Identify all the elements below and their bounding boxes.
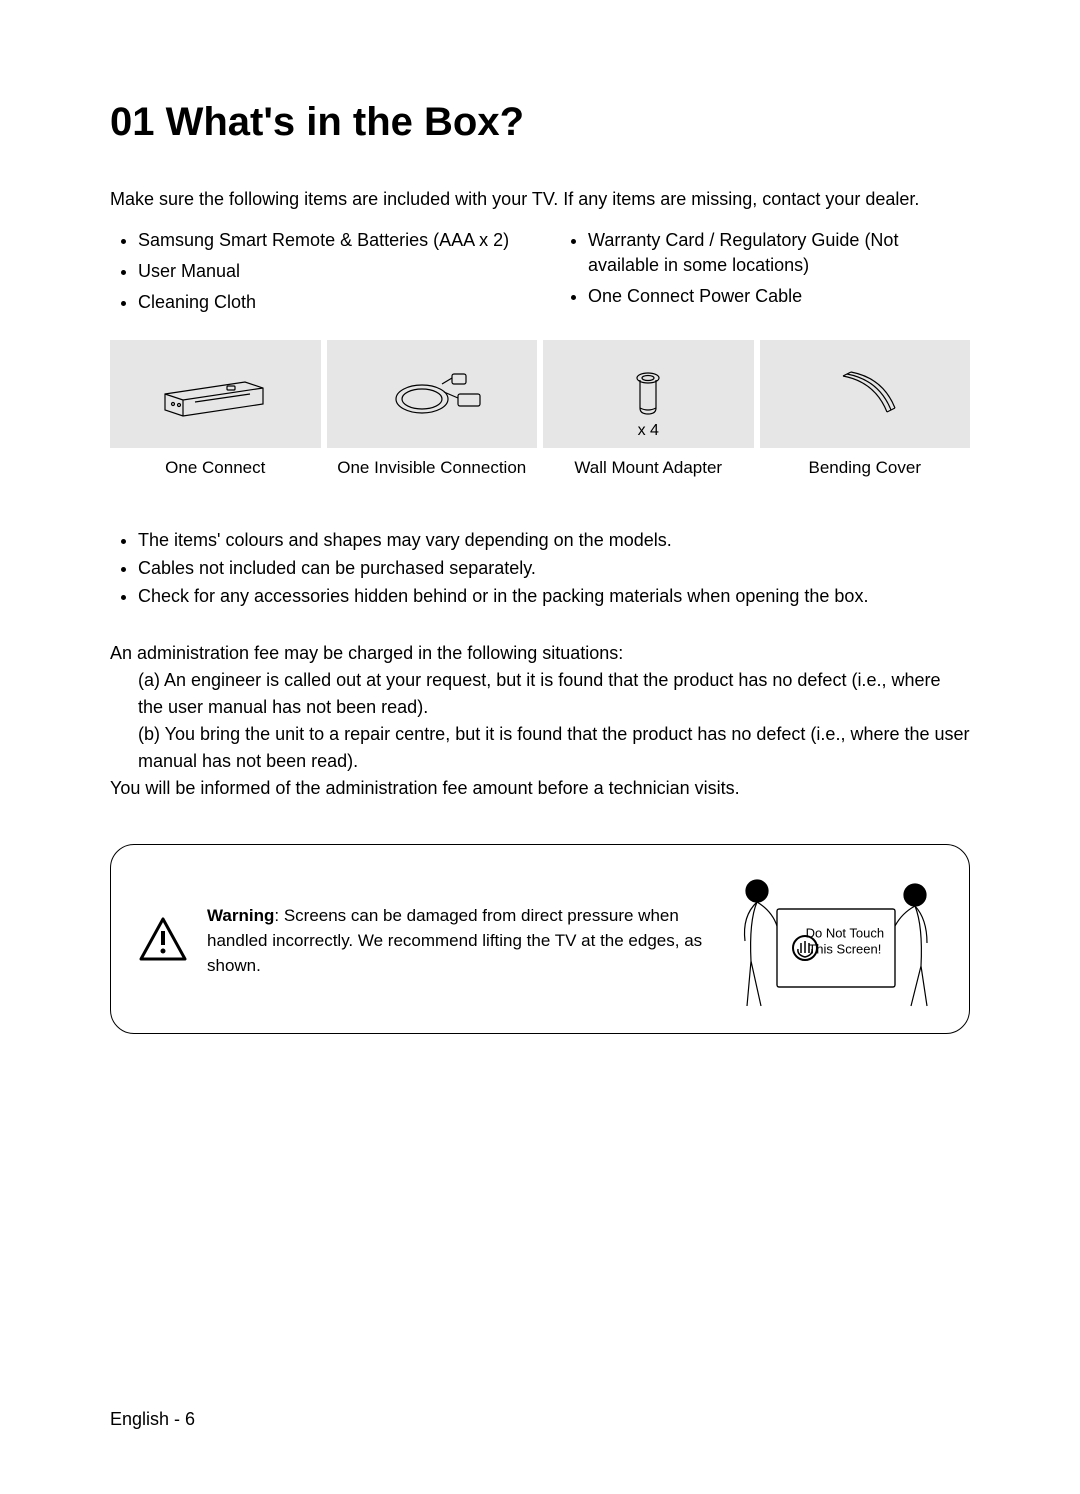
item-label: One Connect (165, 458, 265, 478)
note-item: Cables not included can be purchased sep… (138, 556, 970, 580)
checklist-item: User Manual (138, 259, 520, 284)
admin-end: You will be informed of the administrati… (110, 775, 970, 802)
item-label: Bending Cover (809, 458, 921, 478)
item-one-connect: One Connect (110, 340, 321, 478)
included-items-checklist: Samsung Smart Remote & Batteries (AAA x … (110, 228, 970, 322)
one-connect-icon (110, 340, 321, 448)
page-footer: English - 6 (110, 1409, 195, 1430)
item-label: One Invisible Connection (337, 458, 526, 478)
note-item: Check for any accessories hidden behind … (138, 584, 970, 608)
admin-intro: An administration fee may be charged in … (110, 640, 970, 667)
checklist-item: Warranty Card / Regulatory Guide (Not av… (588, 228, 970, 278)
item-invisible-connection: One Invisible Connection (327, 340, 538, 478)
admin-fee-section: An administration fee may be charged in … (110, 640, 970, 802)
invisible-connection-icon (327, 340, 538, 448)
notes-list: The items' colours and shapes may vary d… (110, 528, 970, 609)
checklist-left: Samsung Smart Remote & Batteries (AAA x … (110, 228, 520, 322)
do-not-touch-label: Do Not TouchThis Screen! (806, 926, 885, 957)
item-qty: x 4 (638, 422, 659, 440)
box-items-row: One Connect One Invisible Connection (110, 340, 970, 478)
checklist-item: One Connect Power Cable (588, 284, 970, 309)
page-title: 01 What's in the Box? (110, 100, 970, 145)
checklist-item: Cleaning Cloth (138, 290, 520, 315)
admin-a: (a) An engineer is called out at your re… (110, 667, 970, 721)
item-label: Wall Mount Adapter (574, 458, 722, 478)
checklist-item: Samsung Smart Remote & Batteries (AAA x … (138, 228, 520, 253)
lift-tv-illustration: Do Not TouchThis Screen! (727, 871, 947, 1011)
warning-panel: Warning: Screens can be damaged from dir… (110, 844, 970, 1034)
warning-body: : Screens can be damaged from direct pre… (207, 906, 702, 974)
warning-label: Warning (207, 906, 274, 925)
intro-text: Make sure the following items are includ… (110, 189, 970, 210)
admin-b: (b) You bring the unit to a repair centr… (110, 721, 970, 775)
warning-triangle-icon (139, 917, 187, 966)
item-wall-mount-adapter: x 4 Wall Mount Adapter (543, 340, 754, 478)
note-item: The items' colours and shapes may vary d… (138, 528, 970, 552)
checklist-right: Warranty Card / Regulatory Guide (Not av… (560, 228, 970, 322)
wall-mount-adapter-icon: x 4 (543, 340, 754, 448)
warning-text: Warning: Screens can be damaged from dir… (207, 904, 707, 978)
item-bending-cover: Bending Cover (760, 340, 971, 478)
bending-cover-icon (760, 340, 971, 448)
